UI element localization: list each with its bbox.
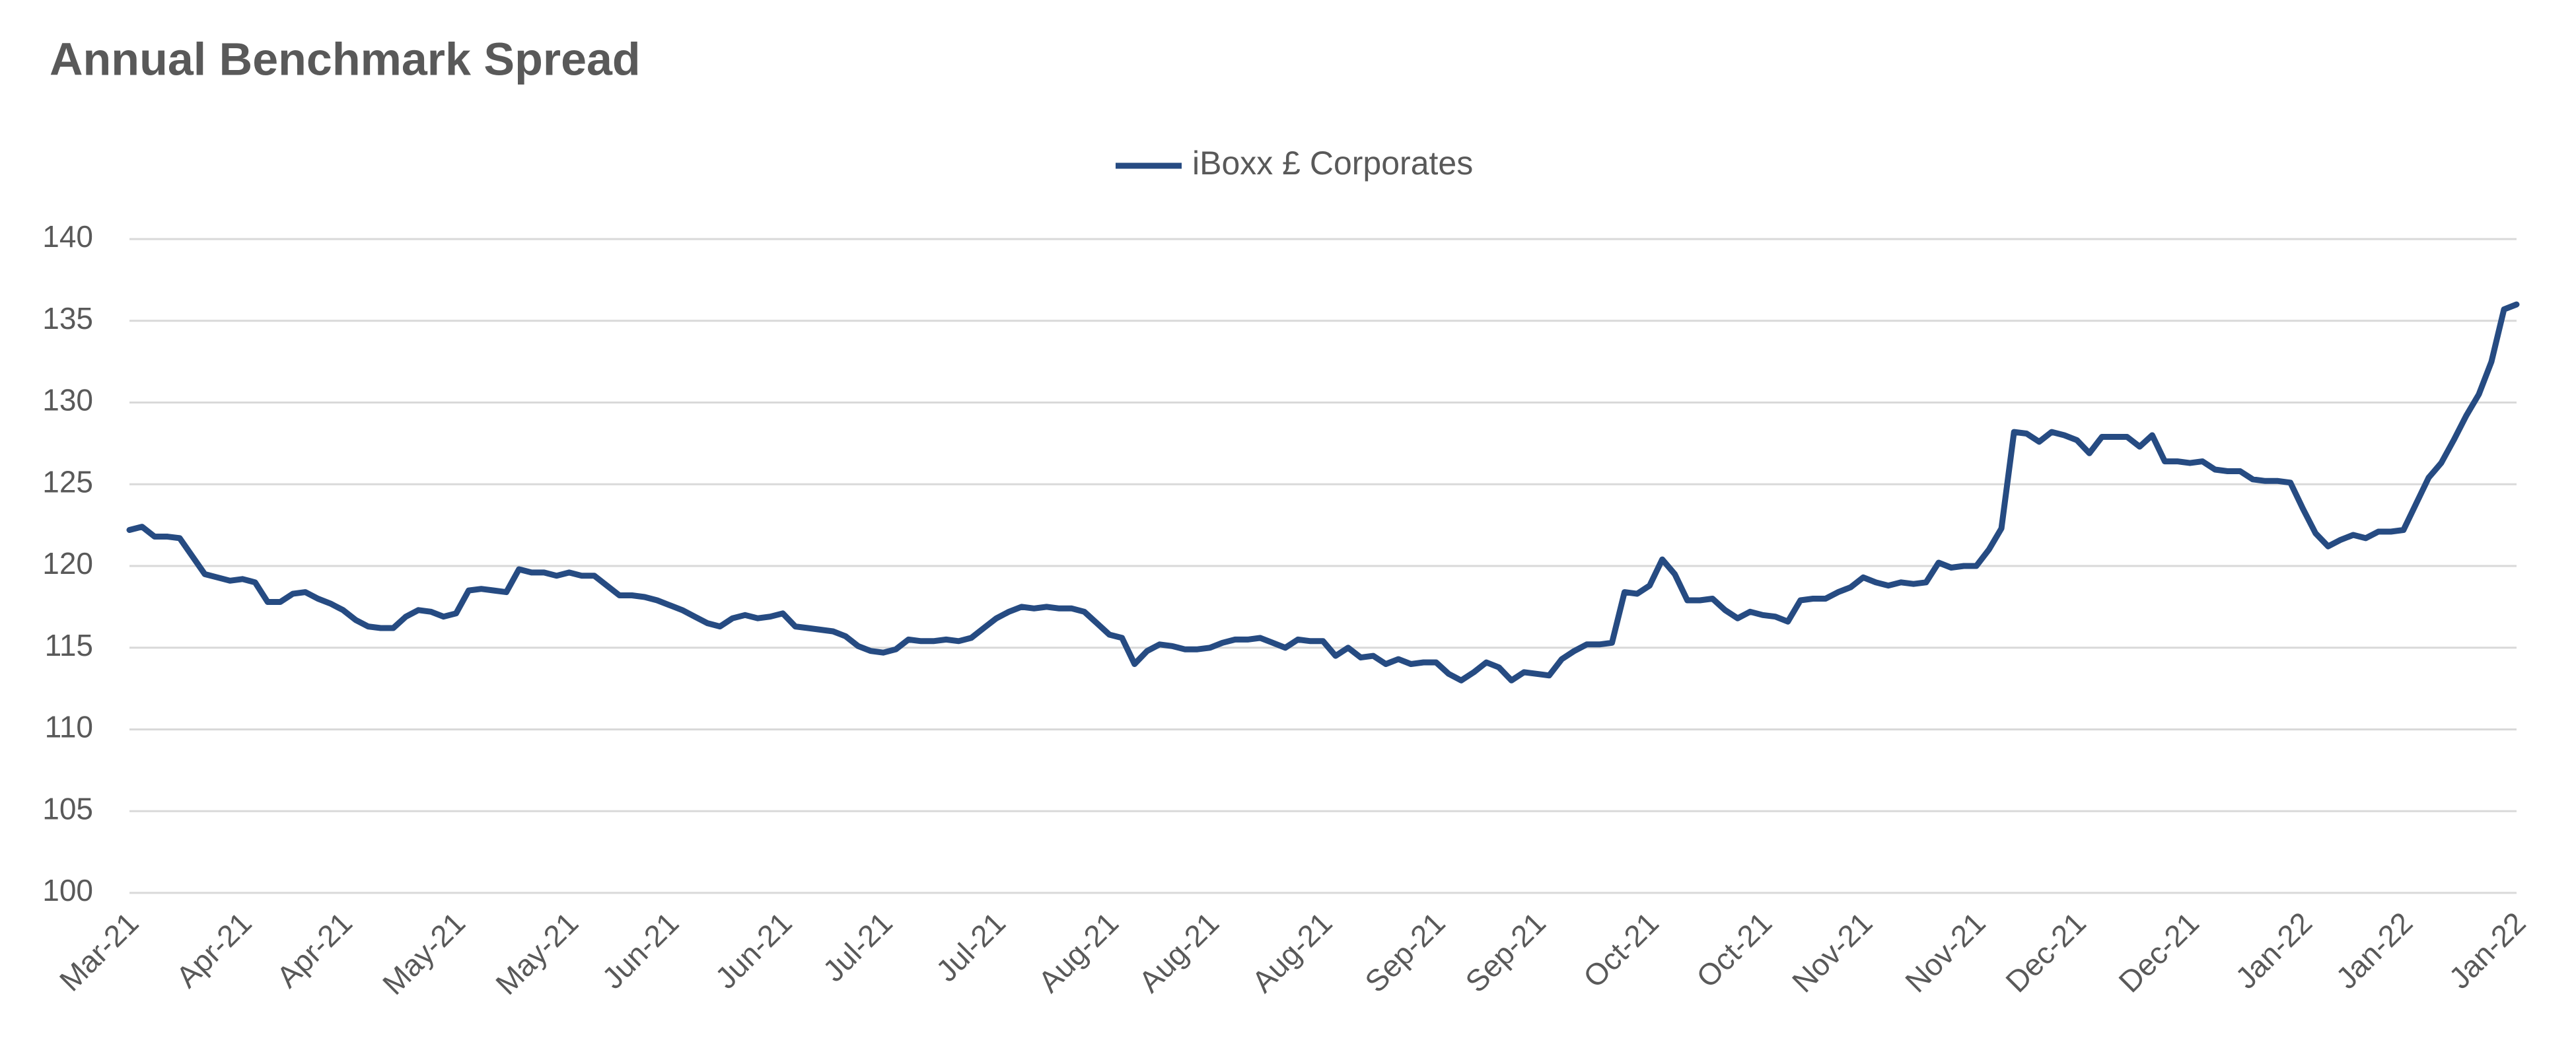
y-tick-label: 135 [42,301,93,335]
x-tick-label: Jan-22 [2442,905,2532,995]
x-tick-label: Aug-21 [1032,905,1126,999]
x-tick-label: Dec-21 [1999,905,2093,999]
x-tick-label: Jun-21 [709,905,799,995]
x-tick-label: Apr-21 [270,905,359,994]
x-tick-label: May-21 [376,905,472,1001]
x-tick-label: Jul-21 [816,905,899,988]
x-tick-label: Jul-21 [929,905,1012,988]
x-tick-label: Oct-21 [1690,905,1778,994]
chart-title: Annual Benchmark Spread [50,33,641,85]
x-tick-label: Sep-21 [1358,905,1452,999]
data-line [126,301,2520,684]
x-tick-label: Dec-21 [2112,905,2205,999]
x-tick-label: Jan-22 [2329,905,2419,995]
x-tick-label: Mar-21 [53,905,145,998]
y-tick-label: 130 [42,383,93,417]
x-tick-label: Sep-21 [1458,905,1552,999]
legend-label: iBoxx £ Corporates [1192,145,1473,182]
x-tick-label: Apr-21 [169,905,258,994]
y-tick-label: 100 [42,873,93,907]
y-tick-label: 140 [42,219,93,254]
x-tick-label: Jun-21 [595,905,685,995]
x-tick-label: Oct-21 [1577,905,1665,994]
x-tick-label: Nov-21 [1785,905,1879,999]
x-tick-label: Aug-21 [1245,905,1339,999]
y-tick-label: 125 [42,464,93,499]
x-tick-label: Nov-21 [1898,905,1992,999]
y-tick-label: 105 [42,791,93,826]
x-tick-label: Aug-21 [1132,905,1226,999]
y-tick-label: 110 [45,710,93,744]
x-tick-label: May-21 [489,905,585,1001]
x-tick-label: Jan-22 [2229,905,2318,995]
y-tick-label: 120 [42,546,93,581]
y-tick-label: 115 [45,628,93,662]
